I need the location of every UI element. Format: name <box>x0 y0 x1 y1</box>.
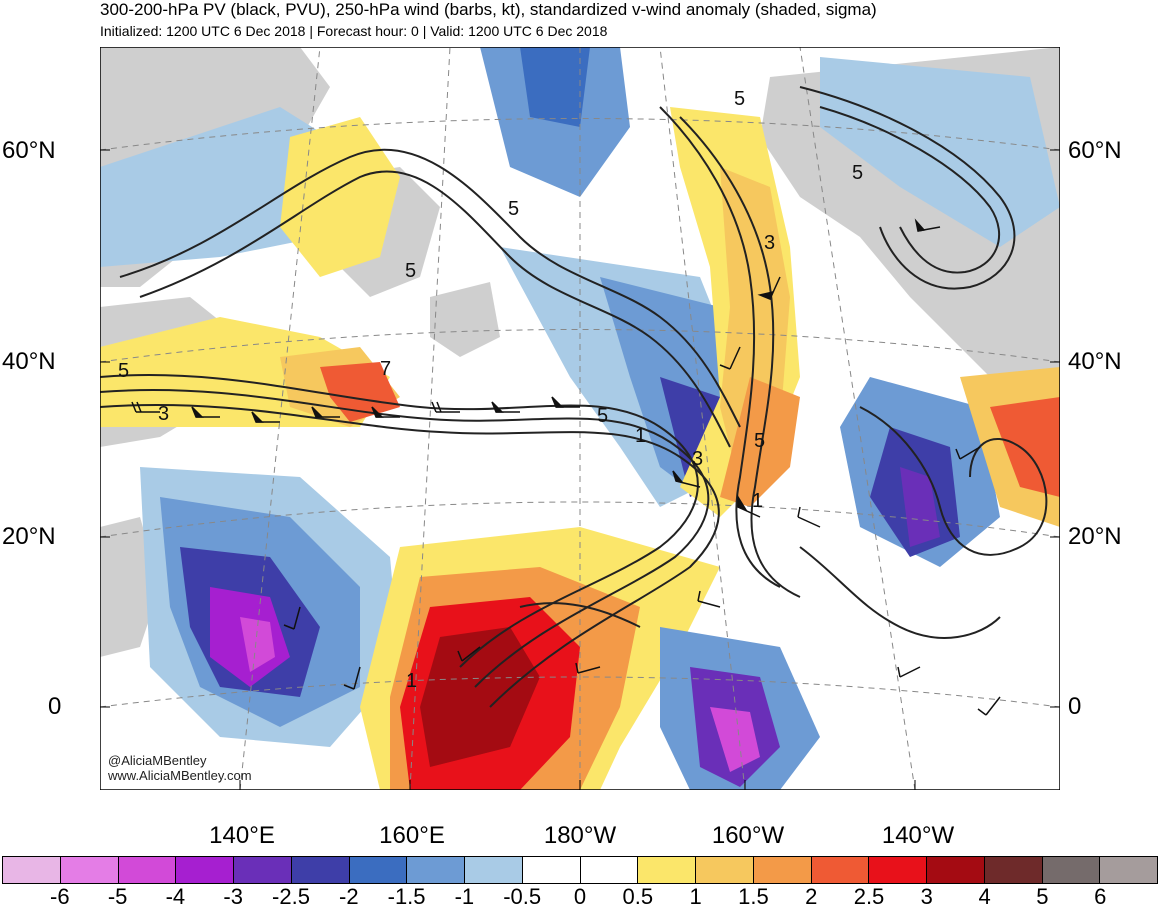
map-title: 300-200-hPa PV (black, PVU), 250-hPa win… <box>100 0 877 19</box>
color-scale-label: 6 <box>1094 884 1107 909</box>
color-scale-label: -1 <box>454 884 475 909</box>
lat-label-right: 60°N <box>1068 137 1122 164</box>
contour-label: 5 <box>405 260 416 282</box>
color-scale-swatch <box>638 856 696 884</box>
color-scale-swatch <box>291 856 350 884</box>
credit-handle: @AliciaMBentley <box>108 753 207 768</box>
color-scale-swatch <box>984 856 1043 884</box>
anomaly-shading <box>100 47 1060 790</box>
color-scale-label: 3 <box>920 884 933 909</box>
lon-label: 160°W <box>711 822 785 849</box>
color-scale-swatch <box>176 856 234 884</box>
wind-barbs <box>131 218 1001 716</box>
contour-labels: 5 5 5 5 3 7 5 1 3 5 1 3 1 5 <box>118 88 863 692</box>
axis-ticks <box>100 149 1060 790</box>
color-scale-swatch <box>927 856 985 884</box>
color-scale-swatch <box>1100 856 1158 884</box>
color-scale-label: 1 <box>689 884 702 909</box>
color-scale-swatch <box>869 856 927 884</box>
color-scale-swatch <box>696 856 754 884</box>
lon-label: 180°W <box>543 822 617 849</box>
lat-label-left: 0 <box>48 693 62 720</box>
color-scale-label: 5 <box>1036 884 1049 909</box>
contour-label: 5 <box>852 162 863 184</box>
lat-label-right: 40°N <box>1068 348 1122 375</box>
color-scale-swatch <box>1042 856 1101 884</box>
lat-label-left: 40°N <box>2 348 56 375</box>
contour-label: 1 <box>635 425 646 447</box>
color-scale-swatch <box>811 856 870 884</box>
contour-label: 3 <box>158 403 169 425</box>
lat-label-left: 60°N <box>2 137 56 164</box>
color-scale-swatch <box>407 856 465 884</box>
lon-label: 160°E <box>379 822 445 849</box>
color-scale-swatch <box>349 856 408 884</box>
color-scale-label: 2 <box>805 884 818 909</box>
color-scale-label: 0 <box>573 884 587 909</box>
contour-label: 7 <box>380 358 391 380</box>
color-scale-label: -5 <box>107 884 128 909</box>
color-scale-label: -1.5 <box>387 884 426 909</box>
color-scale-label: -4 <box>165 884 186 909</box>
pv-contours <box>100 86 1048 708</box>
lon-label: 140°W <box>881 822 955 849</box>
contour-label: 1 <box>406 670 417 692</box>
contour-label: 3 <box>764 232 775 254</box>
lat-label-right: 0 <box>1068 693 1082 720</box>
map-subtitle: Initialized: 1200 UTC 6 Dec 2018 | Forec… <box>100 23 608 39</box>
color-scale-swatch <box>753 856 812 884</box>
color-scale-label: -6 <box>50 884 70 909</box>
color-scale-swatch <box>234 856 292 884</box>
color-scale-label: 1.5 <box>738 884 769 909</box>
color-scale-label: -0.5 <box>503 884 542 909</box>
contour-label: 1 <box>752 490 763 512</box>
contour-label: 3 <box>692 448 703 470</box>
contour-label: 5 <box>508 198 519 220</box>
credit-website: www.AliciaMBentley.com <box>108 768 252 783</box>
contour-label: 5 <box>734 88 745 110</box>
color-scale-label: -2.5 <box>272 884 310 909</box>
lon-label: 140°E <box>209 822 275 849</box>
contour-label: 5 <box>118 360 129 382</box>
color-scale-label: 2.5 <box>853 884 885 909</box>
color-scale-swatch <box>2 856 61 884</box>
lat-label-left: 20°N <box>2 523 56 550</box>
color-scale-swatch <box>118 856 177 884</box>
color-scale-swatch <box>60 856 119 884</box>
color-scale-swatch <box>465 856 523 884</box>
contour-label: 5 <box>754 430 765 452</box>
color-scale-label: -2 <box>339 884 359 909</box>
color-scale-swatch <box>522 856 581 884</box>
graticule <box>100 47 1060 790</box>
color-scale-label: 0.5 <box>622 884 654 909</box>
color-scale-label: 4 <box>978 884 991 909</box>
color-scale-swatch <box>580 856 639 884</box>
color-scale-label: -3 <box>223 884 243 909</box>
lat-label-right: 20°N <box>1068 523 1122 550</box>
weather-map: 5 5 5 5 3 7 5 1 3 5 1 3 1 5 <box>100 47 1060 790</box>
contour-label: 5 <box>597 405 608 427</box>
color-scale-bar <box>2 856 1158 884</box>
